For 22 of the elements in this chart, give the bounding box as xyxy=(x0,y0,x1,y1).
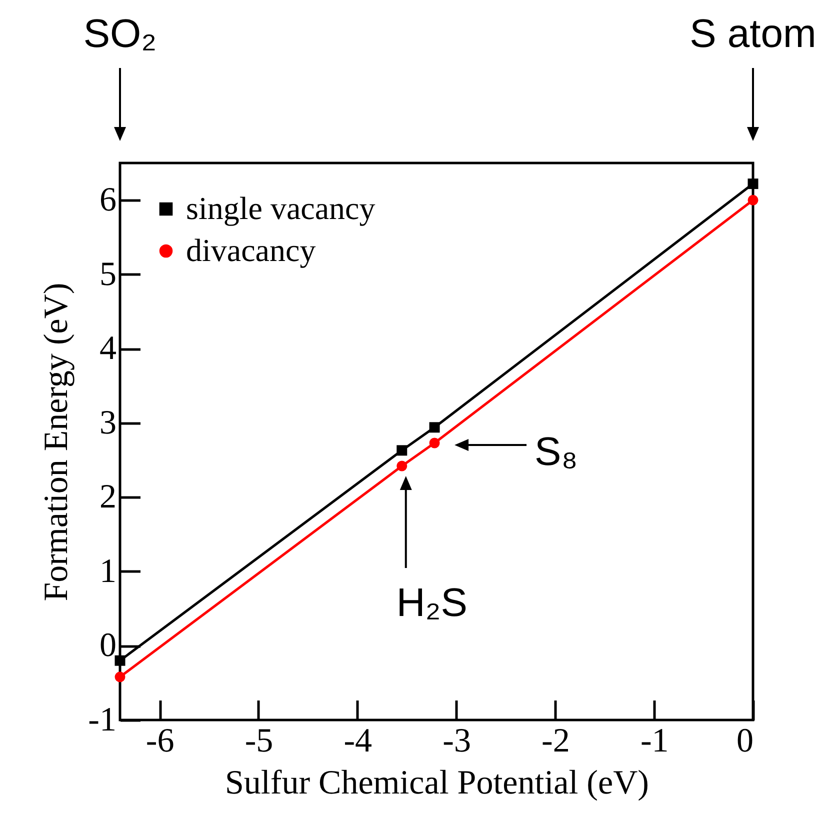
annotation: S₈ xyxy=(534,430,578,474)
x-tick-label: -1 xyxy=(640,722,669,760)
x-tick-label: -4 xyxy=(344,722,372,760)
y-axis-title: Formation Energy (eV) xyxy=(38,282,76,602)
legend-label: divacancy xyxy=(186,232,316,268)
x-tick-label: 0 xyxy=(736,722,754,760)
y-tick-label: 2 xyxy=(100,478,116,516)
y-tick-label: 0 xyxy=(100,627,116,664)
legend-label: single vacancy xyxy=(186,190,376,226)
text: SO₂ xyxy=(83,12,157,56)
y-tick-label: 3 xyxy=(100,404,116,442)
y-tick-label: 6 xyxy=(100,182,116,219)
x-tick-label: -2 xyxy=(542,722,570,760)
text: S atom xyxy=(690,12,816,56)
y-tick-label: 1 xyxy=(100,552,116,590)
x-tick-label: -3 xyxy=(442,722,471,760)
y-tick-label: 4 xyxy=(100,330,116,368)
x-tick-label: -5 xyxy=(244,722,274,760)
x-axis-title: Sulfur Chemical Potential (eV) xyxy=(225,764,649,802)
x-tick-label: -6 xyxy=(146,722,174,760)
annotation: H₂S xyxy=(396,581,468,626)
y-tick-label: 5 xyxy=(100,256,116,293)
